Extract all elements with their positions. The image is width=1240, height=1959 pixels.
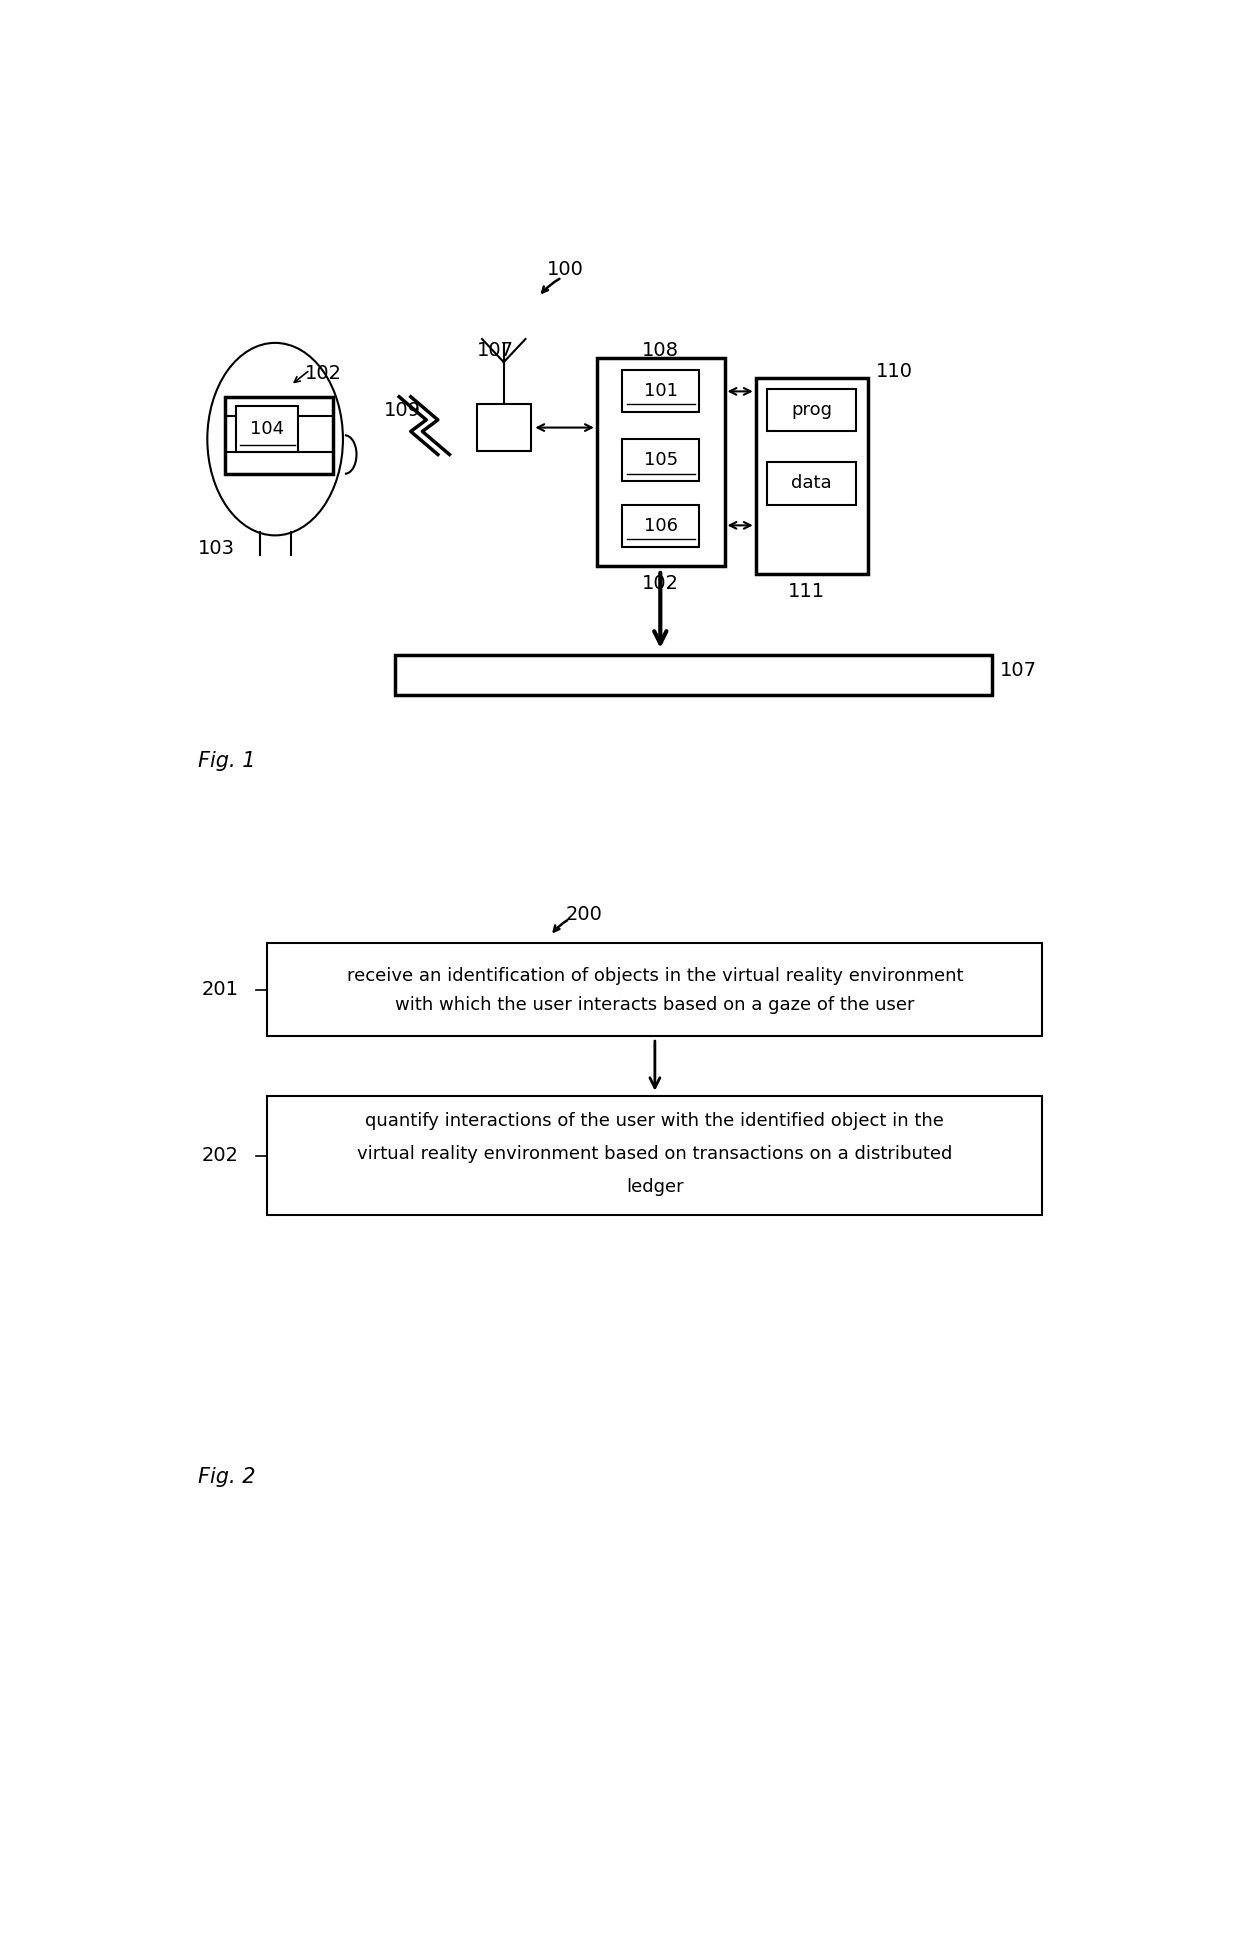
Bar [268,1095,1043,1215]
Text: 108: 108 [642,341,678,360]
Bar [768,462,857,505]
Bar [476,404,531,451]
Text: Fig. 2: Fig. 2 [197,1467,255,1487]
Bar [622,370,699,411]
Text: 107: 107 [476,341,513,360]
Bar [596,358,724,566]
Bar [755,378,868,574]
Bar [224,398,334,474]
Bar [237,406,299,453]
Text: 107: 107 [999,660,1037,680]
Text: 102: 102 [305,364,341,384]
Text: 101: 101 [644,382,678,400]
Text: 200: 200 [565,905,603,925]
Text: receive an identification of objects in the virtual reality environment: receive an identification of objects in … [347,968,963,985]
Bar [622,439,699,482]
Text: with which the user interacts based on a gaze of the user: with which the user interacts based on a… [396,995,915,1015]
Bar [268,944,1043,1036]
Bar [768,390,857,431]
Text: 103: 103 [197,539,234,558]
Text: quantify interactions of the user with the identified object in the: quantify interactions of the user with t… [366,1111,945,1130]
Text: prog: prog [791,402,832,419]
Text: 110: 110 [875,362,913,382]
Text: 105: 105 [644,451,678,470]
Text: data: data [791,474,832,492]
Text: ledger: ledger [626,1177,683,1195]
Text: virtual reality environment based on transactions on a distributed: virtual reality environment based on tra… [357,1144,952,1164]
Text: 109: 109 [383,402,420,419]
Text: 201: 201 [201,980,238,999]
Text: 106: 106 [644,517,678,535]
Text: Fig. 1: Fig. 1 [197,750,255,772]
Text: 104: 104 [250,419,284,439]
Bar [396,654,992,695]
Text: 102: 102 [642,574,678,594]
Text: 100: 100 [547,261,584,278]
Text: 111: 111 [787,582,825,601]
Bar [622,505,699,547]
Text: 202: 202 [201,1146,238,1166]
